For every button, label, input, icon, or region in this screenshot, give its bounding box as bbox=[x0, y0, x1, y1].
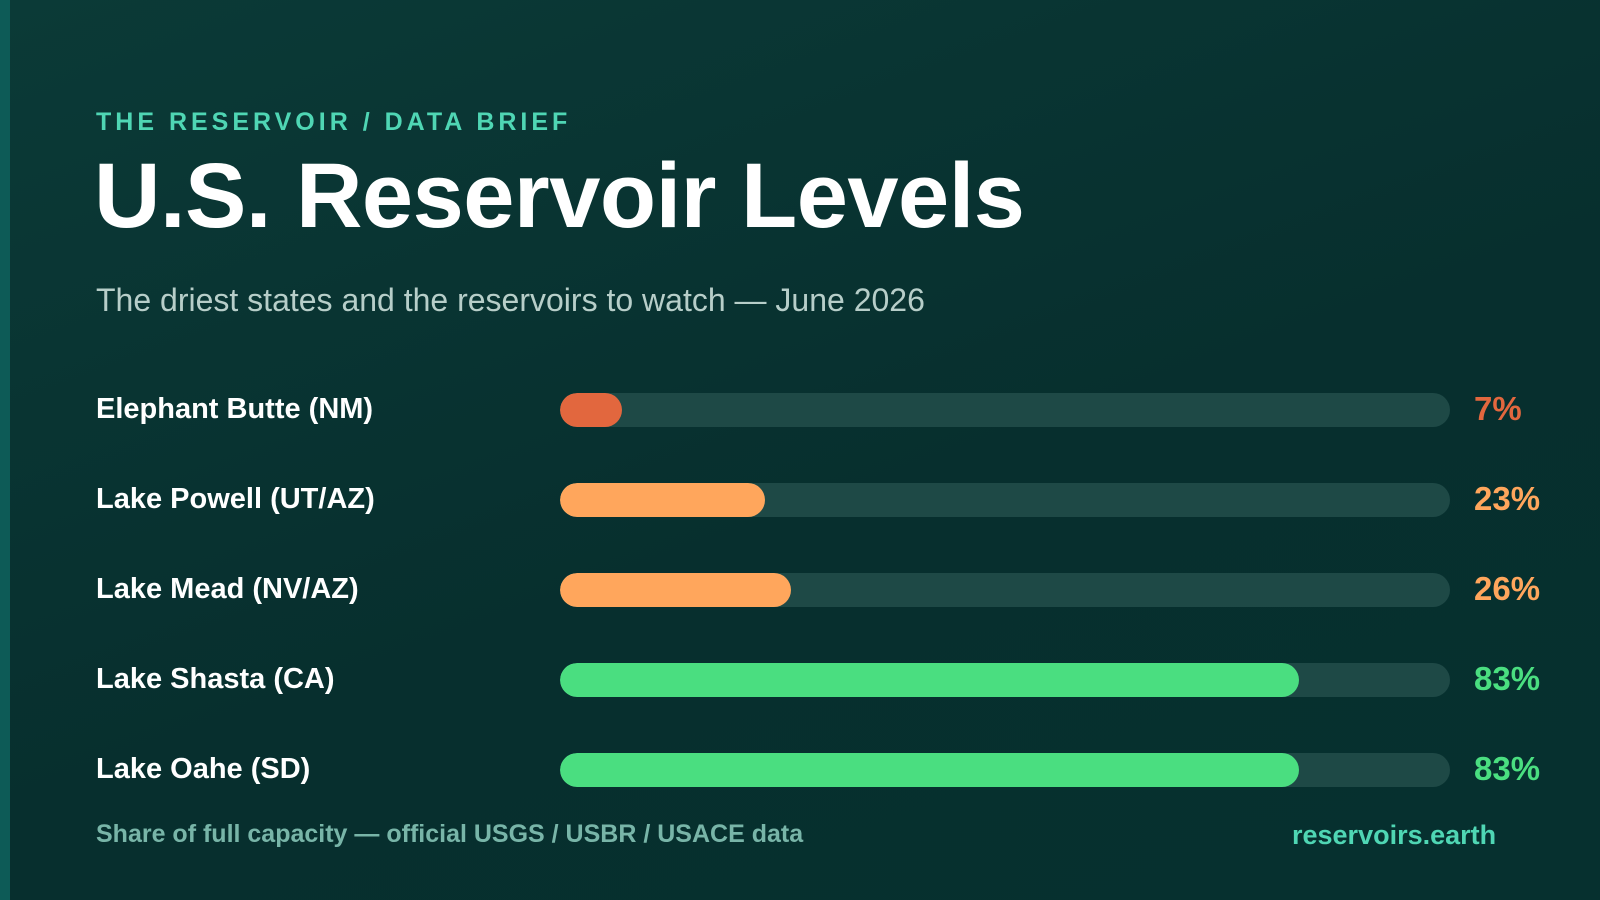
bar-value-label: 23% bbox=[1474, 480, 1541, 517]
bar-row: Lake Shasta (CA) 83% bbox=[0, 659, 1600, 699]
bar-label: Lake Oahe (SD) bbox=[96, 753, 311, 785]
bar-row: Lake Oahe (SD) 83% bbox=[0, 749, 1600, 789]
bar-row: Lake Mead (NV/AZ) 26% bbox=[0, 569, 1600, 609]
bar bbox=[560, 753, 1299, 787]
chart-title: U.S. Reservoir Levels bbox=[94, 145, 1025, 247]
chart-subtitle: The driest states and the reservoirs to … bbox=[96, 282, 925, 318]
left-accent-bar bbox=[0, 0, 10, 900]
site-link[interactable]: reservoirs.earth bbox=[1292, 820, 1497, 850]
bar-track bbox=[560, 753, 1450, 787]
bar-value-label: 83% bbox=[1474, 750, 1541, 787]
bar-label: Elephant Butte (NM) bbox=[96, 393, 374, 425]
bar bbox=[560, 393, 622, 427]
bar-track bbox=[560, 393, 1450, 427]
bar-row: Elephant Butte (NM) 7% bbox=[0, 389, 1600, 429]
bar bbox=[560, 663, 1299, 697]
bar bbox=[560, 483, 765, 517]
bar-label: Lake Mead (NV/AZ) bbox=[96, 573, 359, 605]
bar-value-label: 26% bbox=[1474, 570, 1541, 607]
bar-value-label: 83% bbox=[1474, 660, 1541, 697]
bar-label: Lake Shasta (CA) bbox=[96, 663, 335, 695]
bar-track bbox=[560, 573, 1450, 607]
bar-value-label: 7% bbox=[1474, 390, 1522, 427]
source-note: Share of full capacity — official USGS /… bbox=[96, 820, 804, 848]
bar-track bbox=[560, 483, 1450, 517]
kicker: THE RESERVOIR / DATA BRIEF bbox=[96, 108, 572, 136]
bar-label: Lake Powell (UT/AZ) bbox=[96, 483, 375, 515]
bar-row: Lake Powell (UT/AZ) 23% bbox=[0, 479, 1600, 519]
bar bbox=[560, 573, 791, 607]
bar-track bbox=[560, 663, 1450, 697]
